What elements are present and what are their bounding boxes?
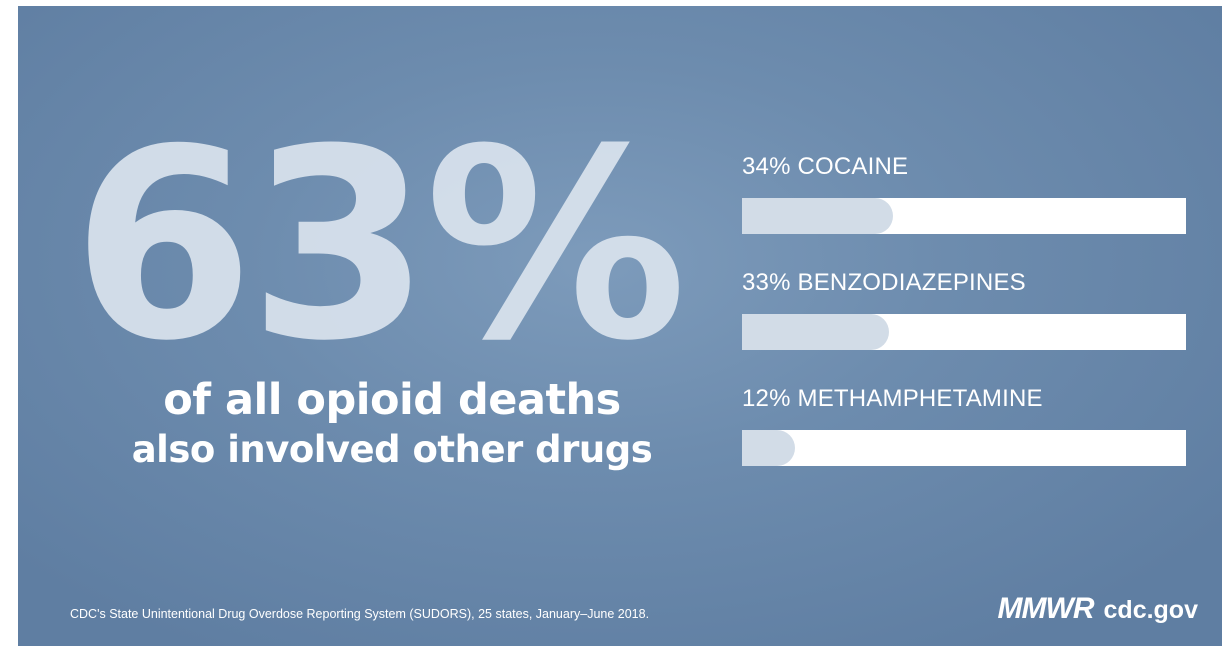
drug-item-cocaine: 34% COCAINE xyxy=(742,152,1190,234)
drug-label: 34% COCAINE xyxy=(742,153,909,180)
drug-item-methamphetamine: 12% METHAMPHETAMINE xyxy=(742,384,1190,466)
progress-bar-fill xyxy=(742,314,889,350)
drug-item-benzodiazepines: 33% BENZODIAZEPINES xyxy=(742,268,1190,350)
infographic-card: 63% of all opioid deaths also involved o… xyxy=(18,6,1222,646)
headline-line-1: of all opioid deaths xyxy=(163,375,621,425)
source-citation: CDC's State Unintentional Drug Overdose … xyxy=(70,607,650,621)
progress-bar-track xyxy=(742,198,1186,234)
site-link[interactable]: cdc.gov xyxy=(1103,596,1198,624)
footer-brand: MMWR cdc.gov xyxy=(998,592,1198,626)
mmwr-logo: MMWR xyxy=(997,592,1095,625)
progress-bar-fill xyxy=(742,430,796,466)
drug-label: 33% BENZODIAZEPINES xyxy=(742,269,1026,296)
progress-bar-fill xyxy=(742,198,893,234)
progress-bar-track xyxy=(742,430,1186,466)
headline-line-2: also involved other drugs xyxy=(131,428,653,471)
headline-percent: 63% xyxy=(72,93,687,398)
drug-label: 12% METHAMPHETAMINE xyxy=(742,385,1043,412)
progress-bar-track xyxy=(742,314,1186,350)
